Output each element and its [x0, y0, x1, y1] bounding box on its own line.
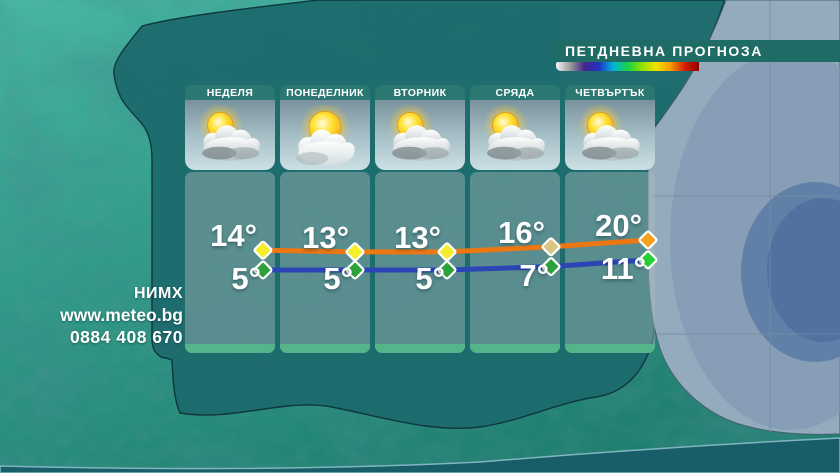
high-temp-label: 13° [302, 219, 349, 255]
sun-behind-cloud-icon [197, 105, 260, 161]
high-temp-label: 13° [394, 219, 441, 255]
weather-icon-tile [375, 100, 465, 170]
day-name-header: НЕДЕЛЯ [185, 85, 275, 100]
day-name-header: ПОНЕДЕЛНИК [280, 85, 370, 100]
sun-behind-cloud-icon [577, 105, 640, 161]
station-info: НИМХ www.meteo.bg 0884 408 670 [18, 283, 183, 348]
forecast-day-column: ЧЕТВЪРТЪК [565, 85, 655, 353]
low-temp-label: 5° [323, 261, 353, 296]
low-temp-label: 5° [231, 261, 261, 296]
website-url: www.meteo.bg [60, 305, 183, 325]
high-temp-label: 16° [498, 214, 545, 250]
org-name: НИМХ [133, 285, 183, 302]
day-name-header: ВТОРНИК [375, 85, 465, 100]
low-temp-label: 7° [519, 257, 549, 293]
weather-icon-tile [565, 100, 655, 170]
high-temp-label: 20° [595, 208, 642, 243]
weather-icon-tile [185, 100, 275, 170]
panel-bottom-accent [185, 344, 275, 353]
panel-bottom-accent [470, 344, 560, 353]
panel-bottom-accent [565, 344, 655, 353]
forecast-day-column: ВТОРНИК [375, 85, 465, 353]
page-title: ПЕТДНЕВНА ПРОГНОЗА [553, 40, 840, 62]
temperature-scale-colorbar [556, 62, 699, 71]
panel-bottom-accent [375, 344, 465, 353]
phone-number: 0884 408 670 [69, 327, 183, 347]
weather-icon-tile [280, 100, 370, 170]
weather-icon-tile [470, 100, 560, 170]
sun-big-cloud-icon [296, 105, 355, 165]
day-name-header: ЧЕТВЪРТЪК [565, 85, 655, 100]
panel-bottom-accent [280, 344, 370, 353]
low-temp-label: 11° [600, 250, 646, 286]
sun-behind-cloud-icon [482, 105, 545, 161]
sun-behind-cloud-icon [387, 105, 450, 161]
forecast-day-column: ПОНЕДЕЛНИК [280, 85, 370, 353]
forecast-column-panel [185, 172, 275, 353]
high-temp-label: 14° [210, 218, 257, 254]
day-name-header: СРЯДА [470, 85, 560, 100]
low-temp-label: 5° [415, 261, 445, 296]
